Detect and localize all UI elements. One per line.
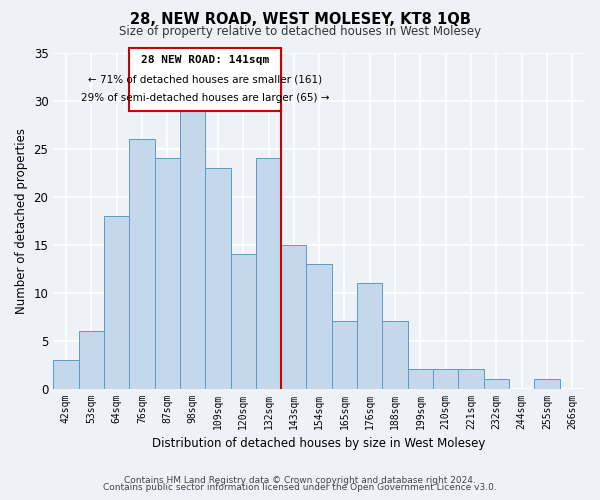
FancyBboxPatch shape (129, 48, 281, 110)
Text: Contains HM Land Registry data © Crown copyright and database right 2024.: Contains HM Land Registry data © Crown c… (124, 476, 476, 485)
Text: Contains public sector information licensed under the Open Government Licence v3: Contains public sector information licen… (103, 484, 497, 492)
Text: ← 71% of detached houses are smaller (161): ← 71% of detached houses are smaller (16… (88, 75, 322, 85)
Bar (256, 158, 281, 388)
Bar (281, 244, 307, 388)
Bar (307, 264, 332, 388)
Bar (458, 370, 484, 388)
Y-axis label: Number of detached properties: Number of detached properties (15, 128, 28, 314)
Bar (535, 379, 560, 388)
Text: 28, NEW ROAD, WEST MOLESEY, KT8 1QB: 28, NEW ROAD, WEST MOLESEY, KT8 1QB (130, 12, 470, 28)
Bar (180, 110, 205, 388)
Bar (332, 322, 357, 388)
Bar (230, 254, 256, 388)
Text: 28 NEW ROAD: 141sqm: 28 NEW ROAD: 141sqm (141, 54, 269, 64)
Bar (357, 283, 382, 389)
Bar (79, 331, 104, 388)
Bar (484, 379, 509, 388)
Bar (53, 360, 79, 388)
Bar (129, 140, 155, 388)
Bar (104, 216, 129, 388)
Bar (433, 370, 458, 388)
Bar (382, 322, 408, 388)
Bar (155, 158, 180, 388)
Bar (408, 370, 433, 388)
X-axis label: Distribution of detached houses by size in West Molesey: Distribution of detached houses by size … (152, 437, 486, 450)
Bar (205, 168, 230, 388)
Text: 29% of semi-detached houses are larger (65) →: 29% of semi-detached houses are larger (… (81, 93, 329, 103)
Text: Size of property relative to detached houses in West Molesey: Size of property relative to detached ho… (119, 25, 481, 38)
